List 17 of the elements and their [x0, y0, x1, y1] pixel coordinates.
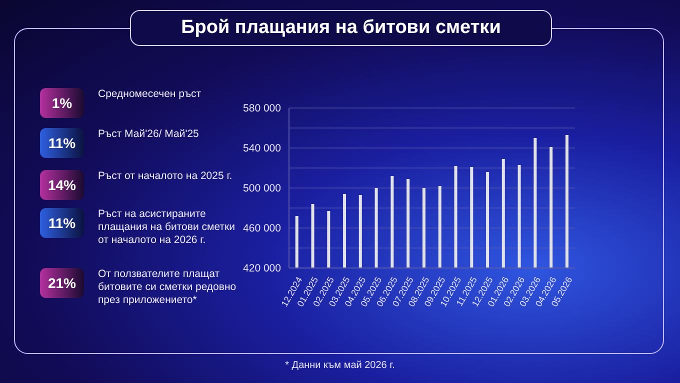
y-tick-label: 540 000: [243, 142, 282, 155]
text: Ръст на асистираните плащания на битови сметки от началото на 2026 г.: [98, 208, 236, 247]
text: Ръст Май'26/ Май'25: [98, 128, 200, 141]
text: 14%: [40, 170, 84, 200]
text: 11%: [40, 208, 84, 238]
text: 21%: [40, 268, 84, 298]
text: * Данни към май 2026 г.: [284, 360, 396, 371]
text: 1%: [40, 88, 84, 118]
y-tick-label: 500 000: [243, 182, 282, 195]
y-tick-label: 460 000: [243, 222, 282, 235]
text: 11%: [40, 128, 84, 158]
text: Средномесечен ръст: [98, 88, 202, 101]
y-tick-label: 420 000: [243, 262, 282, 275]
y-tick-label: 580 000: [243, 102, 282, 115]
chart-title: Брой плащания на битови сметки: [130, 10, 552, 46]
text: Ръст от началото на 2025 г.: [98, 170, 234, 183]
text: От ползвателите плащат битовите си сметки редовно през приложението*: [98, 268, 238, 307]
